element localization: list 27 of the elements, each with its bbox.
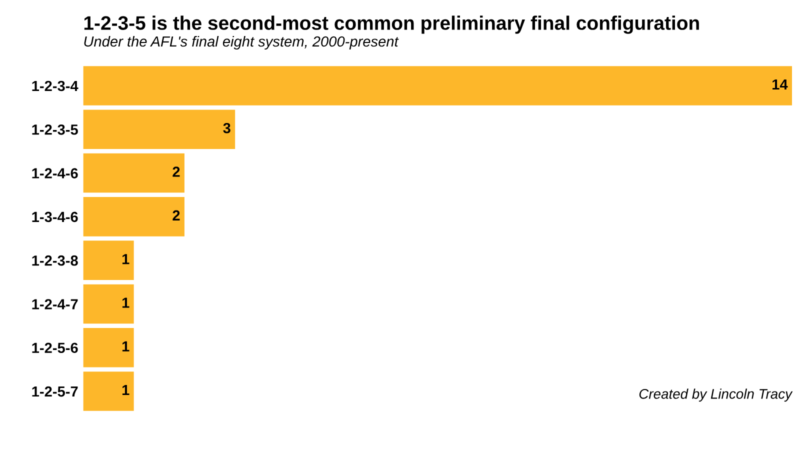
data-label: 3: [223, 122, 230, 134]
data-label: 1: [122, 385, 130, 396]
bar: [83, 110, 236, 150]
bar: [83, 284, 134, 324]
bar: [83, 328, 134, 368]
y-tick-label: 1-2-3-4: [32, 80, 78, 92]
y-tick-label: 1-2-5-7: [32, 386, 78, 397]
bar: [83, 66, 792, 106]
y-tick-label: 1-3-4-6: [32, 212, 78, 222]
bar: [83, 240, 134, 280]
data-label: 1: [122, 254, 130, 264]
data-label: 14: [772, 79, 788, 90]
chart-subtitle: Under the AFL's final eight system, 2000-present: [84, 36, 399, 50]
y-tick-label: 1-2-3-8: [32, 255, 78, 266]
data-label: 1: [122, 298, 130, 308]
y-tick-label: 1-2-5-6: [32, 342, 78, 354]
bar: [83, 153, 184, 193]
y-tick-label: 1-2-4-6: [32, 168, 78, 178]
annotation: Created by Lincoln Tracy: [639, 388, 793, 402]
data-label: 2: [172, 166, 180, 177]
y-tick-label: 1-2-4-7: [32, 299, 78, 310]
data-label: 1: [122, 341, 130, 352]
y-tick-label: 1-2-3-5: [32, 124, 78, 135]
chart-title: 1-2-3-5 is the second-most common preliminary final configuration: [84, 16, 699, 34]
bar: [83, 197, 184, 236]
data-label: 2: [172, 210, 180, 220]
bar: [83, 372, 134, 411]
